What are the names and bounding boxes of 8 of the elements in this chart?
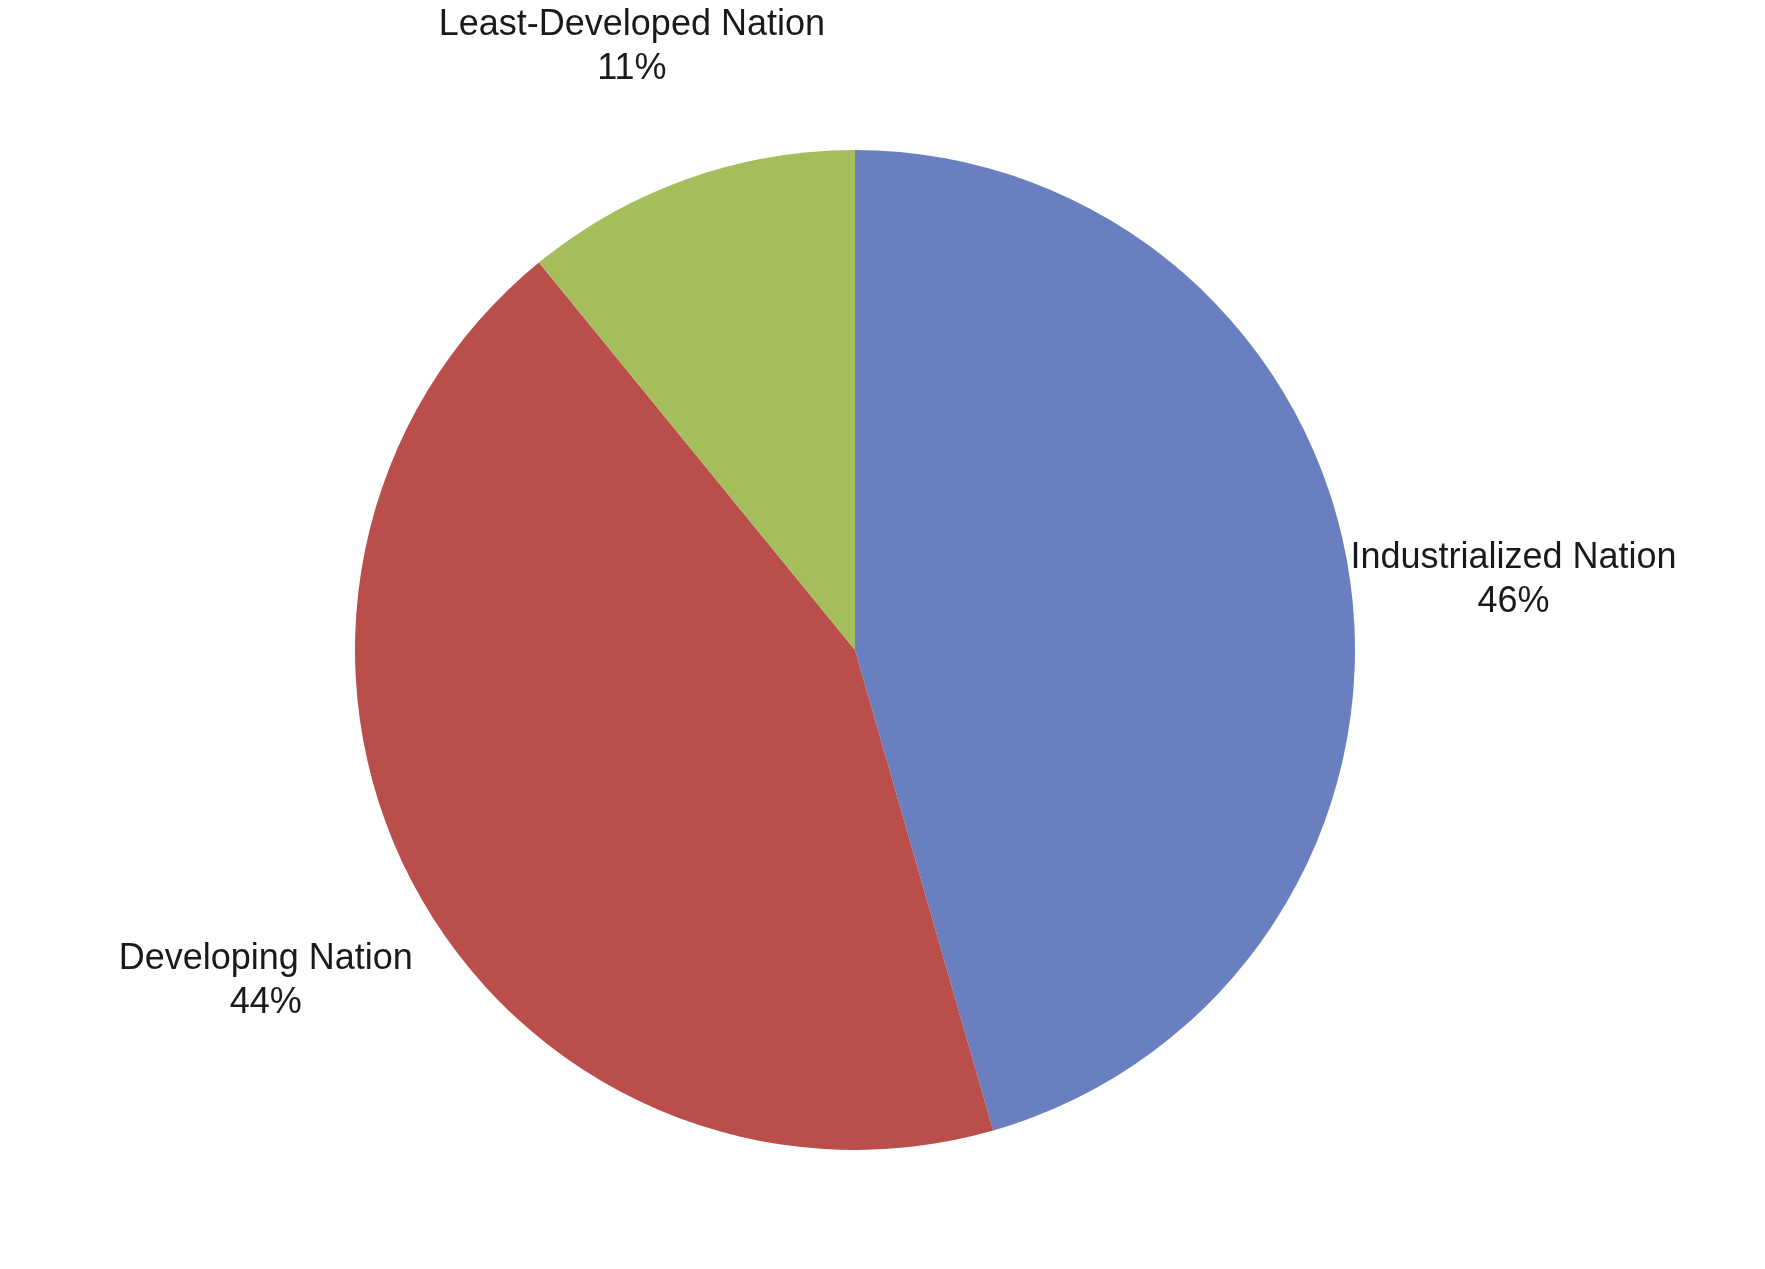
- slice-label: Least-Developed Nation: [438, 1, 826, 43]
- data-label: 44%: [229, 980, 302, 1022]
- data-label: 46%: [1477, 579, 1550, 621]
- pie-slice: [538, 150, 855, 650]
- pie-slice: [855, 150, 1355, 1131]
- slice-label: Developing Nation: [118, 936, 413, 978]
- slice-label: Industrialized Nation: [1350, 535, 1677, 577]
- data-label: 11%: [597, 45, 667, 87]
